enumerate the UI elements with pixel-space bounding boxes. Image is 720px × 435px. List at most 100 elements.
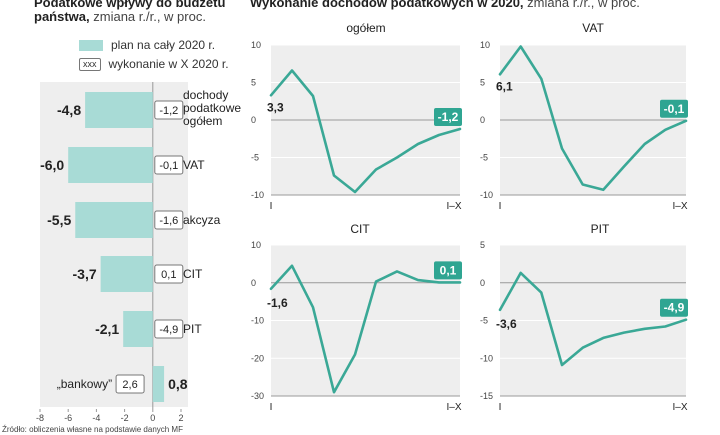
y-tick-label: -20 [251, 353, 264, 363]
end-value-label: -0,1 [664, 102, 685, 116]
line-chart-title: CIT [350, 222, 370, 236]
y-tick-label: -30 [251, 391, 264, 401]
bar-panel-bg [40, 82, 188, 407]
bar-x-tick-label: -2 [121, 413, 129, 423]
line-chart-title: ogółem [346, 21, 385, 35]
legend-plan: plan na cały 2020 r. [79, 38, 215, 52]
x-tick-label: I–X [672, 201, 687, 212]
series-line [498, 271, 688, 367]
bar-x-tick-label: 0 [150, 413, 155, 423]
bar [123, 311, 153, 347]
end-value-box [660, 99, 688, 118]
done-value-label: 2,6 [122, 379, 137, 391]
bar-value-label: -2,1 [95, 321, 119, 337]
end-value-label: -4,9 [664, 301, 685, 315]
x-tick-label: I [270, 201, 273, 212]
y-tick-label: 10 [480, 40, 490, 50]
legend-plan-swatch [79, 39, 103, 51]
done-value-box [154, 210, 184, 230]
legend-done-label: wykonanie w X 2020 r. [108, 57, 229, 71]
bar-category-label: podatkowe [183, 101, 241, 115]
bar-x-tick-label: -4 [92, 413, 100, 423]
x-tick-label: I [270, 402, 273, 413]
bar-value-label: -5,5 [47, 212, 71, 228]
y-tick-label: -10 [251, 190, 264, 200]
bar [85, 92, 153, 128]
left-title-bold-2: państwa, [34, 9, 90, 24]
source-note: Źródło: obliczenia własne na podstawie d… [2, 425, 183, 434]
done-value-label: -1,2 [159, 105, 178, 117]
legend-plan-label: plan na cały 2020 r. [111, 38, 216, 52]
done-value-box [154, 100, 184, 120]
x-tick-label: I [499, 201, 502, 212]
bar-x-tick-label: 2 [178, 413, 183, 423]
done-value-label: -1,6 [159, 215, 178, 227]
bar-value-label: -6,0 [40, 157, 64, 173]
bar-category-label: ogółem [183, 114, 222, 128]
bar-value-label: -3,7 [73, 266, 97, 282]
x-tick-label: I–X [446, 402, 461, 413]
bar [68, 147, 153, 183]
bar-category-label: akcyza [183, 213, 221, 227]
y-tick-label: 0 [480, 115, 485, 125]
series-line [498, 45, 688, 192]
y-tick-label: 10 [251, 40, 261, 50]
bar-category-label: CIT [183, 267, 203, 281]
end-value-label: 0,1 [440, 263, 457, 277]
done-value-box [115, 374, 145, 394]
end-value-box [434, 108, 462, 126]
y-tick-label: 0 [251, 115, 256, 125]
series-line [269, 69, 462, 194]
y-tick-label: -5 [251, 153, 259, 163]
start-value-label: 3,3 [267, 100, 284, 114]
legend-done: xxx wykonanie w X 2020 r. [79, 57, 229, 71]
done-value-box [154, 319, 184, 339]
right-chart-title: Wykonanie dochodów podatkowych w 2020, z… [250, 0, 640, 10]
line-chart-title: PIT [591, 222, 610, 236]
done-value-label: -4,9 [159, 324, 178, 336]
end-value-box [434, 261, 462, 280]
x-tick-label: I–X [446, 201, 461, 212]
start-value-label: -1,6 [267, 296, 288, 310]
line-chart-title: VAT [582, 21, 604, 35]
left-chart-title: Podatkowe wpływy do budżetu państwa, zmi… [34, 0, 225, 24]
done-value-label: -0,1 [159, 160, 178, 172]
bar-category-label: dochody [183, 88, 228, 102]
bar [100, 256, 153, 292]
y-tick-label: -10 [251, 316, 264, 326]
done-value-box [154, 264, 184, 284]
bar-x-tick-label: -6 [64, 413, 72, 423]
y-tick-label: -15 [480, 391, 493, 401]
bar-x-tick-label: -8 [36, 413, 44, 423]
y-tick-label: -5 [480, 153, 488, 163]
y-tick-label: -10 [480, 353, 493, 363]
bar [75, 202, 153, 238]
y-tick-label: 0 [480, 278, 485, 288]
y-tick-label: -5 [480, 316, 488, 326]
end-value-label: -1,2 [438, 110, 459, 124]
done-value-box [154, 155, 184, 175]
start-value-label: -3,6 [496, 317, 517, 331]
bar-value-label: 0,8 [168, 376, 188, 392]
series-line [269, 264, 462, 394]
legend-done-swatch: xxx [79, 57, 101, 71]
y-tick-label: -10 [480, 190, 493, 200]
bar-category-label: „bankowy” [57, 377, 112, 391]
x-tick-label: I–X [672, 402, 687, 413]
done-value-label: 0,1 [161, 269, 176, 281]
bar [152, 366, 165, 402]
right-title-bold: Wykonanie dochodów podatkowych w 2020, [250, 0, 524, 10]
right-title-rest: zmiana r./r., w proc. [527, 0, 640, 10]
end-value-box [660, 298, 688, 317]
y-tick-label: 5 [251, 78, 256, 88]
bar-category-label: VAT [183, 158, 205, 172]
left-title-rest: zmiana r./r., w proc. [93, 9, 206, 24]
y-tick-label: 10 [251, 240, 261, 250]
x-tick-label: I [499, 402, 502, 413]
start-value-label: 6,1 [496, 79, 513, 93]
y-tick-label: 5 [480, 78, 485, 88]
y-tick-label: 5 [480, 240, 485, 250]
left-title-bold: Podatkowe wpływy do budżetu [34, 0, 226, 10]
y-tick-label: 0 [251, 278, 256, 288]
